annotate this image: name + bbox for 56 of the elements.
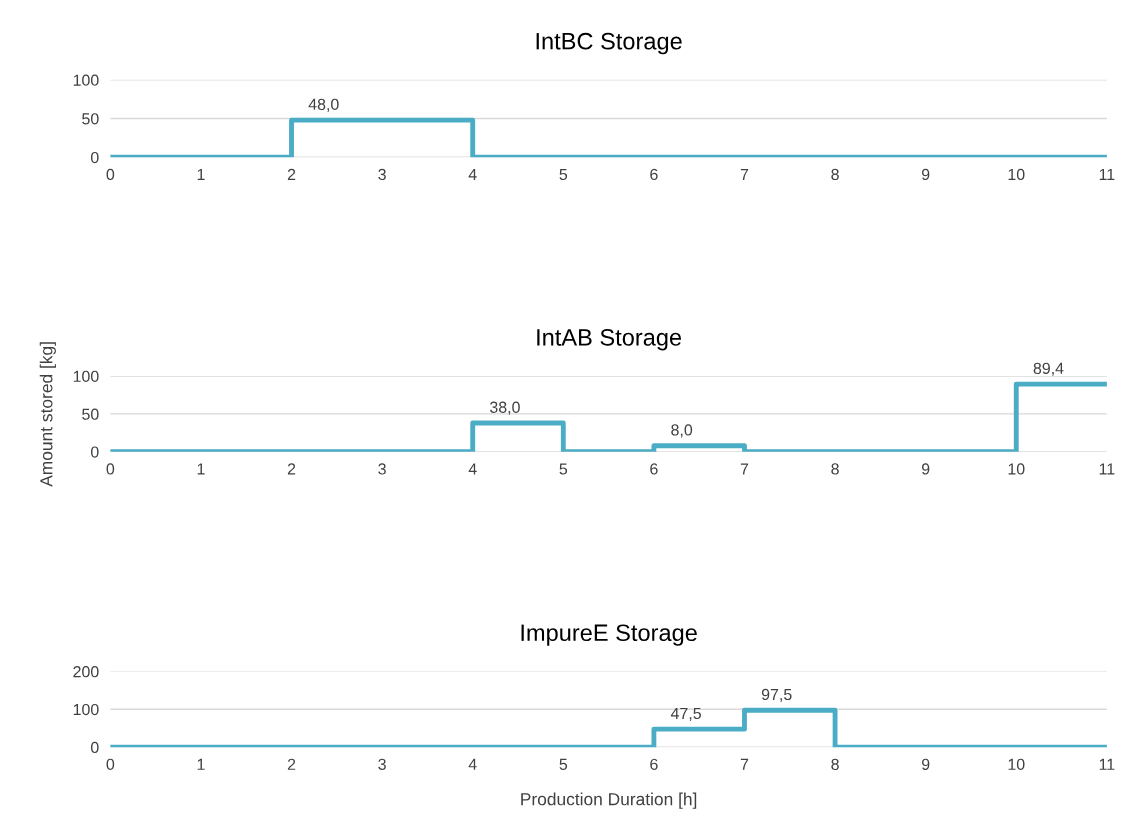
data-label: 47,5 — [670, 707, 701, 721]
y-tick-label: 200 — [73, 666, 99, 678]
y-tick-label: 50 — [82, 408, 99, 420]
x-tick-label: 5 — [559, 463, 568, 475]
x-tick-label: 5 — [559, 168, 568, 181]
x-tick-label: 6 — [650, 168, 658, 181]
x-tick-label: 6 — [650, 463, 658, 475]
x-tick-label: 2 — [287, 168, 296, 180]
x-tick-label: 3 — [378, 758, 386, 770]
data-label: 8,0 — [671, 424, 693, 438]
x-tick-label: 7 — [740, 758, 749, 770]
y-tick-label: 0 — [90, 446, 99, 458]
x-tick-label: 11 — [1099, 168, 1115, 180]
x-tick-label: 8 — [831, 168, 839, 181]
y-tick-label: 0 — [90, 741, 99, 754]
y-tick-label: 0 — [90, 151, 99, 164]
x-tick-label: 11 — [1099, 758, 1115, 770]
data-label: 89,4 — [1033, 362, 1064, 376]
data-label: 97,5 — [761, 688, 792, 703]
x-tick-label: 9 — [921, 168, 930, 181]
x-tick-label: 7 — [740, 168, 749, 180]
x-tick-label: 1 — [197, 168, 205, 180]
data-label: 48,0 — [308, 98, 339, 112]
x-axis-title: Production Duration [h] — [521, 792, 697, 809]
y-tick-label: 100 — [73, 74, 99, 86]
x-tick-label: 1 — [197, 463, 205, 475]
x-tick-label: 1 — [197, 758, 205, 770]
x-tick-label: 4 — [468, 463, 477, 475]
x-tick-label: 8 — [831, 758, 839, 770]
x-tick-label: 4 — [468, 758, 477, 770]
x-tick-label: 11 — [1099, 463, 1115, 475]
y-tick-label: 100 — [73, 703, 99, 716]
x-tick-label: 4 — [468, 168, 477, 180]
data-label: 38,0 — [489, 401, 520, 415]
x-tick-label: 0 — [106, 758, 115, 770]
y-axis-title: Amount stored [kg] — [39, 342, 56, 487]
x-tick-label: 2 — [287, 463, 296, 475]
x-tick-label: 7 — [740, 463, 749, 475]
x-tick-label: 9 — [921, 463, 930, 475]
chart-title: ImpureE Storage — [521, 624, 697, 646]
y-tick-label: 100 — [73, 370, 99, 383]
x-tick-label: 6 — [650, 758, 658, 770]
y-tick-label: 50 — [82, 113, 99, 125]
x-tick-label: 10 — [1008, 463, 1025, 475]
x-tick-label: 9 — [921, 758, 930, 770]
x-tick-label: 3 — [378, 463, 386, 475]
x-tick-label: 10 — [1008, 758, 1025, 770]
chart-title: IntBC Storage — [536, 32, 682, 55]
x-tick-label: 8 — [831, 463, 839, 475]
x-tick-label: 5 — [559, 758, 568, 770]
x-tick-label: 10 — [1008, 168, 1025, 181]
chart-title: IntAB Storage — [537, 329, 682, 351]
x-tick-label: 0 — [106, 168, 115, 181]
x-tick-label: 0 — [106, 463, 115, 475]
x-tick-label: 2 — [287, 758, 296, 770]
x-tick-label: 3 — [378, 168, 386, 181]
